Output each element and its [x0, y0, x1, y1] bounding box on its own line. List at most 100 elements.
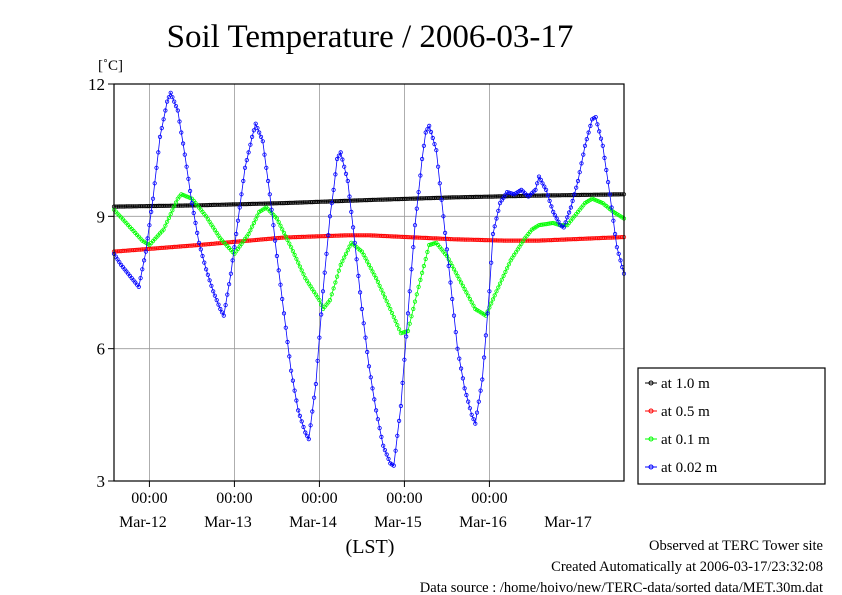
data-point [301, 424, 306, 430]
data-point [152, 181, 157, 186]
data-point [605, 180, 611, 185]
data-point [464, 392, 469, 398]
data-point [545, 193, 551, 198]
data-point [287, 241, 292, 246]
data-point [501, 273, 506, 278]
data-point [147, 223, 152, 228]
data-point [453, 329, 458, 335]
data-point [377, 425, 382, 431]
data-point [411, 306, 416, 312]
x-day-label: Mar-14 [289, 514, 337, 531]
data-point [373, 275, 379, 281]
x-day-label: Mar-13 [204, 514, 252, 531]
data-point [357, 290, 363, 295]
data-point [336, 153, 341, 158]
data-point [345, 248, 350, 253]
data-point [474, 410, 480, 415]
data-point [579, 161, 584, 166]
data-point [246, 231, 251, 237]
data-point [227, 282, 232, 287]
data-point [372, 397, 377, 402]
data-point [504, 266, 510, 271]
data-point [163, 108, 168, 113]
x-day-label: Mar-15 [374, 514, 422, 531]
data-point [211, 289, 216, 294]
legend-label: at 0.1 m [661, 432, 710, 448]
x-time-label: 00:00 [471, 490, 507, 507]
data-point [423, 256, 428, 262]
data-point [172, 204, 177, 209]
data-point [274, 216, 279, 221]
data-point [150, 196, 156, 201]
data-point [299, 268, 304, 273]
data-point [333, 280, 338, 285]
x-day-label: Mar-17 [544, 514, 592, 531]
data-point [434, 148, 439, 153]
y-axis-unit-label: [˚C] [98, 58, 123, 74]
data-point [586, 130, 591, 135]
data-point [212, 228, 217, 233]
data-point [388, 306, 393, 312]
data-point [400, 330, 405, 335]
y-tick-label: 6 [97, 340, 106, 359]
x-day-label: Mar-16 [459, 514, 507, 531]
data-point [345, 178, 350, 184]
data-point [179, 130, 184, 135]
data-point [381, 443, 386, 448]
data-point [195, 230, 200, 235]
legend-box [637, 367, 826, 485]
data-point [464, 290, 469, 295]
y-tick-label: 12 [88, 75, 105, 94]
data-point [444, 253, 449, 259]
data-point [207, 219, 212, 224]
data-point [473, 421, 478, 426]
data-point [494, 289, 499, 294]
data-point [419, 270, 425, 275]
data-point [448, 260, 453, 265]
data-point [467, 406, 472, 411]
series-line [113, 234, 624, 252]
data-point [540, 181, 545, 186]
data-point [214, 297, 219, 303]
data-point [370, 386, 375, 391]
data-point [428, 129, 434, 135]
data-point [501, 195, 506, 200]
series-at-1-0-m [111, 192, 627, 209]
data-point [414, 292, 419, 297]
data-point [365, 259, 370, 264]
data-point [241, 178, 246, 184]
series-at-0-02-m [111, 90, 627, 468]
data-point [189, 201, 194, 206]
data-point [225, 292, 230, 297]
data-point [168, 90, 173, 95]
data-point [618, 258, 623, 263]
data-point [418, 173, 423, 178]
data-point [538, 177, 543, 182]
data-point [136, 284, 141, 289]
data-point [274, 253, 279, 259]
legend-item: at 0.02 m [645, 460, 718, 476]
data-point [373, 408, 379, 413]
data-point [322, 270, 327, 275]
data-point [304, 433, 310, 438]
data-point [513, 250, 519, 255]
data-point [145, 236, 150, 241]
data-point [159, 126, 164, 131]
data-point [604, 167, 609, 173]
data-point [278, 223, 283, 228]
data-point [193, 220, 198, 225]
legend-label: at 0.02 m [661, 460, 718, 476]
data-point [265, 178, 271, 184]
data-point [294, 256, 299, 261]
data-point [382, 295, 387, 300]
series-layer [111, 90, 627, 468]
data-point [581, 152, 586, 157]
data-point [239, 192, 244, 197]
data-point [246, 150, 251, 155]
data-point [306, 436, 311, 442]
data-point [428, 242, 434, 247]
data-point [292, 252, 297, 257]
data-point [196, 240, 202, 245]
data-point [221, 313, 226, 318]
data-point [200, 253, 205, 259]
